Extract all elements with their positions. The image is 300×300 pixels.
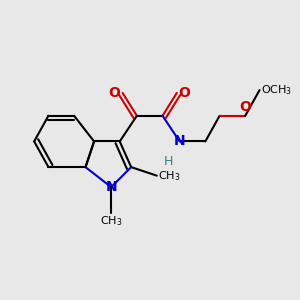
Text: O: O [108, 86, 120, 100]
Text: CH$_3$: CH$_3$ [158, 169, 181, 183]
Text: O: O [178, 86, 190, 100]
Text: OCH$_3$: OCH$_3$ [261, 83, 292, 97]
Text: N: N [105, 180, 117, 194]
Text: O: O [239, 100, 251, 114]
Text: H: H [164, 155, 173, 168]
Text: CH$_3$: CH$_3$ [100, 214, 122, 228]
Text: N: N [174, 134, 185, 148]
